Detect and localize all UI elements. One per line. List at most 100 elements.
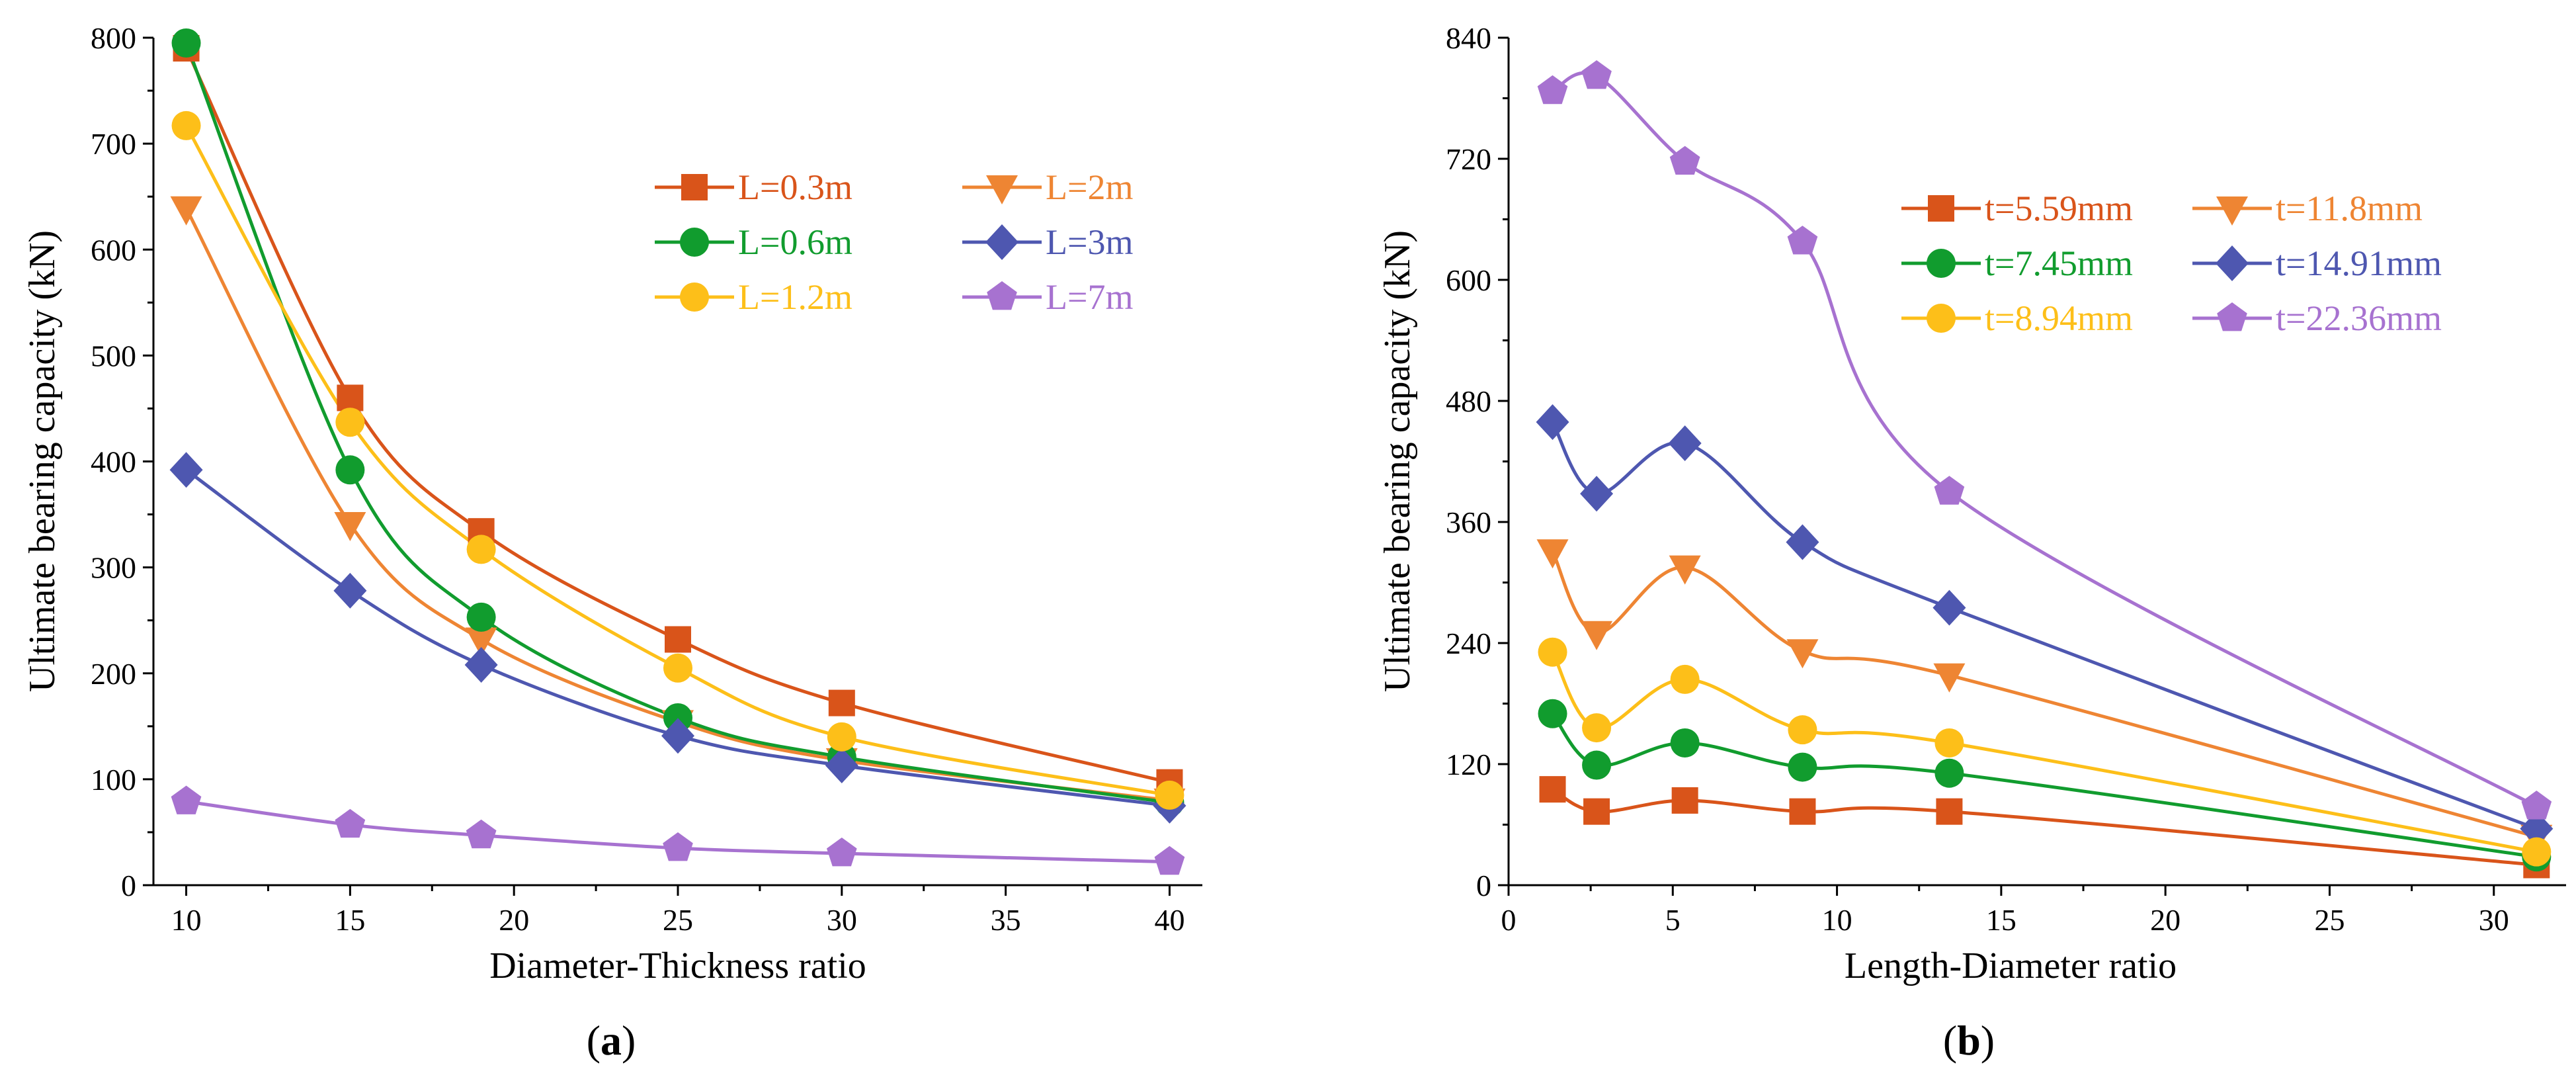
legend-label: t=11.8mm <box>2276 189 2423 228</box>
y-tick-label: 240 <box>1446 627 1491 660</box>
series-line <box>185 41 1171 804</box>
legend-label: L=3m <box>1046 222 1133 262</box>
data-point <box>337 384 364 412</box>
y-tick-label: 0 <box>1476 869 1491 902</box>
legend-label: t=22.36mm <box>2276 298 2442 338</box>
x-tick-label: 30 <box>2479 903 2509 937</box>
data-point <box>1581 621 1613 650</box>
series-line <box>1551 420 2538 831</box>
data-point <box>1538 699 1567 728</box>
data-point <box>171 28 201 58</box>
data-point <box>466 602 496 632</box>
legend-label: t=7.45mm <box>1985 243 2133 283</box>
y-tick-label: 800 <box>91 21 136 55</box>
data-point <box>335 455 365 485</box>
x-tick-label: 5 <box>1665 903 1681 937</box>
data-point <box>1786 524 1819 560</box>
series-line <box>1551 549 2538 839</box>
y-tick-label: 0 <box>121 869 136 902</box>
data-point <box>171 785 202 814</box>
data-point <box>1582 713 1612 743</box>
y-tick-label: 600 <box>91 233 136 267</box>
y-axis-title: Ultimate bearing capacity (kN) <box>22 230 63 692</box>
data-point <box>1536 539 1569 569</box>
data-point <box>2522 837 2552 867</box>
data-point <box>827 722 856 752</box>
y-tick-label: 700 <box>91 127 136 161</box>
data-point <box>1582 750 1612 780</box>
x-tick-label: 15 <box>335 903 365 937</box>
data-point <box>466 535 496 564</box>
legend-label: t=5.59mm <box>1985 189 2133 228</box>
data-point <box>1669 146 1700 175</box>
data-point <box>1934 476 1965 505</box>
data-point <box>466 819 497 849</box>
data-point <box>1154 845 1185 875</box>
legend-marker <box>680 282 709 312</box>
data-point <box>170 196 202 226</box>
data-point <box>1786 639 1819 669</box>
data-point <box>825 748 858 784</box>
legend-marker <box>681 174 708 200</box>
data-point <box>1933 663 1966 693</box>
x-tick-label: 0 <box>1501 903 1517 937</box>
data-point <box>334 511 366 541</box>
panel-letter: a <box>601 1017 622 1064</box>
legend-marker <box>985 224 1018 260</box>
panel-label: (b) <box>1943 1017 1995 1064</box>
chart-b: 0 5 10 15 20 25 30 0 120 240 360 480 600 720 840 Ultima… <box>1377 21 2566 1064</box>
y-tick-label: 200 <box>91 657 136 691</box>
x-tick-label: 40 <box>1154 903 1184 937</box>
legend-label: t=14.91mm <box>2276 243 2442 283</box>
x-tick-label: 25 <box>663 903 693 937</box>
x-tick-label: 10 <box>1822 903 1852 937</box>
series-line <box>1551 712 2538 859</box>
x-tick-label: 30 <box>827 903 857 937</box>
y-tick-label: 840 <box>1446 21 1491 55</box>
y-tick-label: 600 <box>1446 263 1491 297</box>
data-point <box>1670 664 1700 694</box>
y-axis-title: Ultimate bearing capacity (kN) <box>1377 230 1418 692</box>
series-line <box>1551 71 2538 808</box>
series-line <box>185 46 1171 785</box>
legend-marker <box>987 281 1017 310</box>
legend-marker <box>1928 195 1954 222</box>
data-point <box>1536 404 1569 441</box>
data-point <box>1934 728 1964 758</box>
data-point <box>663 832 693 861</box>
legend-label: L=0.3m <box>738 167 852 207</box>
legend-label: t=8.94mm <box>1985 298 2133 338</box>
data-point <box>1583 798 1610 825</box>
data-point <box>1789 798 1816 825</box>
data-point <box>1669 555 1701 585</box>
legend-marker <box>986 175 1018 204</box>
data-point <box>333 572 367 609</box>
y-tick-label: 720 <box>1446 142 1491 176</box>
data-point <box>663 703 692 733</box>
legend-marker <box>680 228 709 257</box>
data-point <box>335 408 365 437</box>
x-tick-label: 25 <box>2314 903 2345 937</box>
data-point <box>1580 476 1614 512</box>
data-point <box>1538 637 1567 667</box>
data-point <box>663 653 692 683</box>
data-point <box>2521 791 2552 820</box>
y-tick-label: 300 <box>91 551 136 585</box>
legend-label: L=1.2m <box>738 277 852 317</box>
data-point <box>1936 798 1963 825</box>
y-tick-label: 100 <box>91 763 136 797</box>
data-point <box>335 808 366 838</box>
data-point <box>1671 787 1698 814</box>
data-point <box>661 718 694 754</box>
x-tick-label: 15 <box>1986 903 2016 937</box>
data-point <box>1788 752 1817 782</box>
data-point <box>1539 776 1566 803</box>
legend-label: L=0.6m <box>738 222 852 262</box>
data-point <box>465 627 497 657</box>
data-point <box>2520 810 2554 847</box>
legend-marker <box>1927 249 1956 278</box>
x-axis-title: Length-Diameter ratio <box>1845 945 2177 986</box>
data-point <box>828 689 855 716</box>
data-point <box>1155 780 1184 810</box>
y-tick-label: 480 <box>1446 384 1491 418</box>
